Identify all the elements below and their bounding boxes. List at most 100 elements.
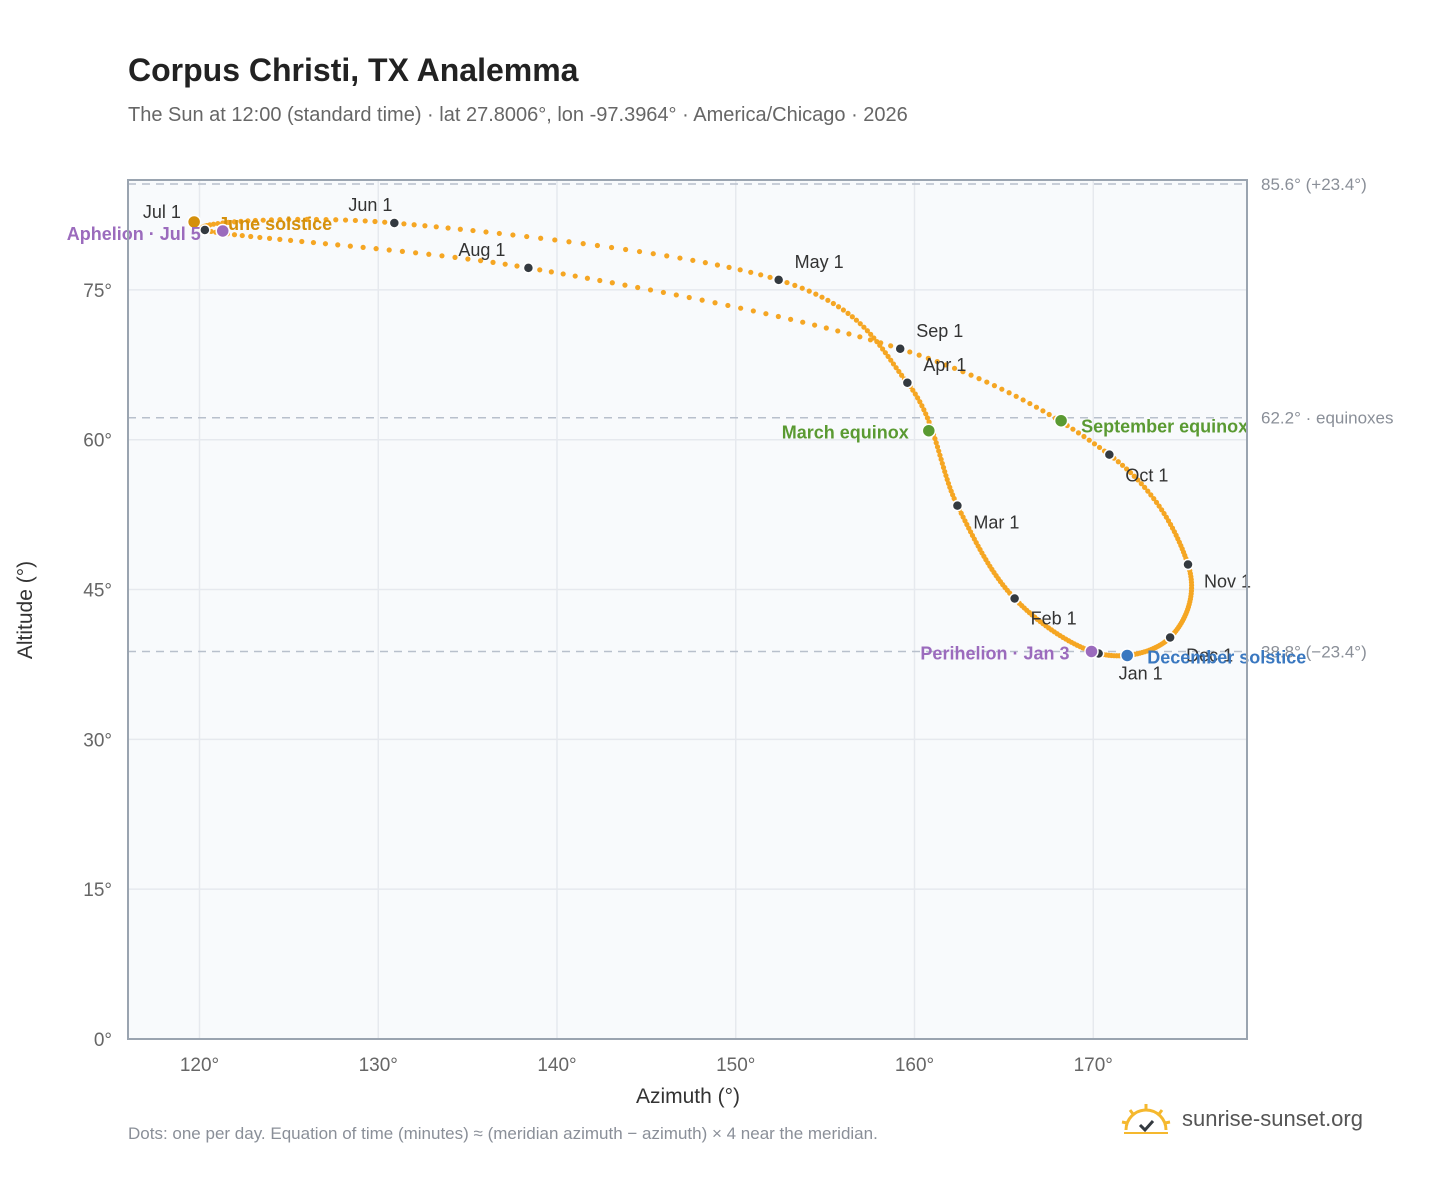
x-tick-label: 170° <box>1074 1055 1113 1076</box>
y-tick-label: 0° <box>94 1030 112 1051</box>
month-markers: Jan 1 Feb 1 Mar 1 Apr 1 May 1 Jun 1 Jul 1 Aug 1… <box>143 195 1251 683</box>
daily-sun-dot <box>1142 484 1148 490</box>
daily-sun-dot <box>835 328 841 334</box>
daily-sun-dot <box>1020 397 1026 403</box>
event-label: March equinox <box>782 423 909 443</box>
daily-sun-dot <box>912 391 918 397</box>
daily-sun-dot <box>401 221 407 227</box>
daily-sun-dot <box>382 219 388 225</box>
daily-sun-dot <box>439 253 445 259</box>
daily-sun-dot <box>885 353 891 360</box>
daily-sun-dot <box>399 248 405 254</box>
daily-sun-dot <box>514 263 520 269</box>
daily-sun-dot <box>257 234 263 241</box>
daily-sun-dot <box>915 395 921 401</box>
daily-sun-dot <box>943 362 949 368</box>
daily-sun-dot <box>310 239 317 246</box>
month-marker <box>522 262 535 274</box>
daily-sun-dot <box>248 233 254 240</box>
daily-sun-dot <box>712 300 718 306</box>
reference-line-label: 62.2° · equinoxes <box>1261 409 1394 428</box>
daily-sun-dot <box>835 304 842 310</box>
daily-sun-dot <box>225 219 231 225</box>
daily-sun-dot <box>867 337 874 343</box>
daily-sun-dot <box>934 359 940 365</box>
daily-sun-dot <box>690 257 696 263</box>
daily-sun-dot <box>347 243 353 249</box>
daily-sun-dot <box>702 260 708 266</box>
daily-sun-dot <box>1159 507 1165 513</box>
daily-sun-dot <box>1135 477 1141 483</box>
y-tick-label: 45° <box>83 581 112 602</box>
daily-sun-dot <box>422 223 428 229</box>
daily-sun-dot <box>413 250 419 256</box>
daily-sun-dot <box>933 440 939 446</box>
daily-sun-dot <box>940 464 947 471</box>
daily-sun-dot <box>767 274 773 280</box>
event-marker <box>1084 644 1099 659</box>
daily-sun-dot <box>524 233 530 240</box>
daily-sun-dot <box>1151 496 1157 502</box>
event-marker <box>921 423 937 438</box>
daily-sun-dot <box>923 411 929 417</box>
month-label: Jan 1 <box>1119 663 1163 683</box>
daily-sun-dot <box>960 369 966 375</box>
daily-sun-dot <box>580 241 586 247</box>
daily-sun-dot <box>1033 404 1040 410</box>
month-marker <box>1008 592 1021 605</box>
daily-sun-dot <box>830 300 836 307</box>
daily-sun-dot <box>812 322 818 328</box>
daily-sun-dot <box>788 316 794 322</box>
daily-sun-dot <box>252 217 258 224</box>
month-marker <box>1103 448 1116 461</box>
daily-sun-dot <box>609 280 615 286</box>
daily-sun-dot <box>737 267 743 273</box>
month-marker <box>1164 631 1176 644</box>
daily-sun-dot <box>846 331 852 337</box>
daily-sun-dot <box>360 244 366 250</box>
daily-sun-dot <box>845 310 851 316</box>
daily-sun-dot <box>465 256 471 262</box>
daily-sun-dot <box>1145 488 1151 494</box>
daily-sun-dot <box>893 365 899 371</box>
daily-sun-dot <box>945 480 952 487</box>
daily-sun-dot <box>763 311 769 317</box>
daily-sun-dot <box>490 259 496 265</box>
daily-sun-dot <box>647 287 654 293</box>
event-label: Aphelion · Jul 5 <box>67 224 201 244</box>
daily-sun-dot <box>483 229 489 235</box>
daily-sun-dot <box>594 242 601 249</box>
daily-sun-dot <box>934 444 941 450</box>
month-marker <box>772 274 785 286</box>
daily-sun-dot <box>1070 426 1076 432</box>
daily-sun-dot <box>868 331 874 337</box>
daily-sun-dot <box>857 334 863 340</box>
daily-sun-dot <box>277 217 283 223</box>
month-label: Aug 1 <box>458 240 505 260</box>
daily-sun-dot <box>433 224 439 230</box>
daily-sun-dot <box>853 317 860 323</box>
event-markers: March equinox September equinox June solst… <box>67 214 1307 667</box>
daily-sun-dot <box>864 328 870 334</box>
sun-logo-icon <box>1121 1104 1171 1134</box>
brand: sunrise-sunset.org <box>1120 1102 1363 1136</box>
daily-sun-dot <box>1091 441 1098 447</box>
daily-sun-dot <box>287 237 294 244</box>
daily-sun-dot <box>1046 411 1052 418</box>
daily-sun-dot <box>660 289 666 296</box>
daily-sun-dot <box>968 372 974 378</box>
daily-sun-dot <box>260 217 266 223</box>
daily-sun-dot <box>882 350 888 356</box>
daily-sun-dot <box>806 288 812 294</box>
x-axis-title: Azimuth (°) <box>636 1085 740 1108</box>
daily-sun-dot <box>951 365 958 371</box>
daily-sun-dot <box>800 319 806 325</box>
daily-sun-dot <box>849 314 855 320</box>
reference-line-label: 38.8° (−23.4°) <box>1261 642 1367 661</box>
daily-sun-dot <box>502 261 508 267</box>
daily-sun-dot <box>566 239 572 245</box>
daily-sun-dot <box>879 346 886 352</box>
y-axis-title: Altitude (°) <box>14 561 37 659</box>
daily-sun-dot <box>372 218 378 225</box>
event-marker <box>1119 648 1135 663</box>
